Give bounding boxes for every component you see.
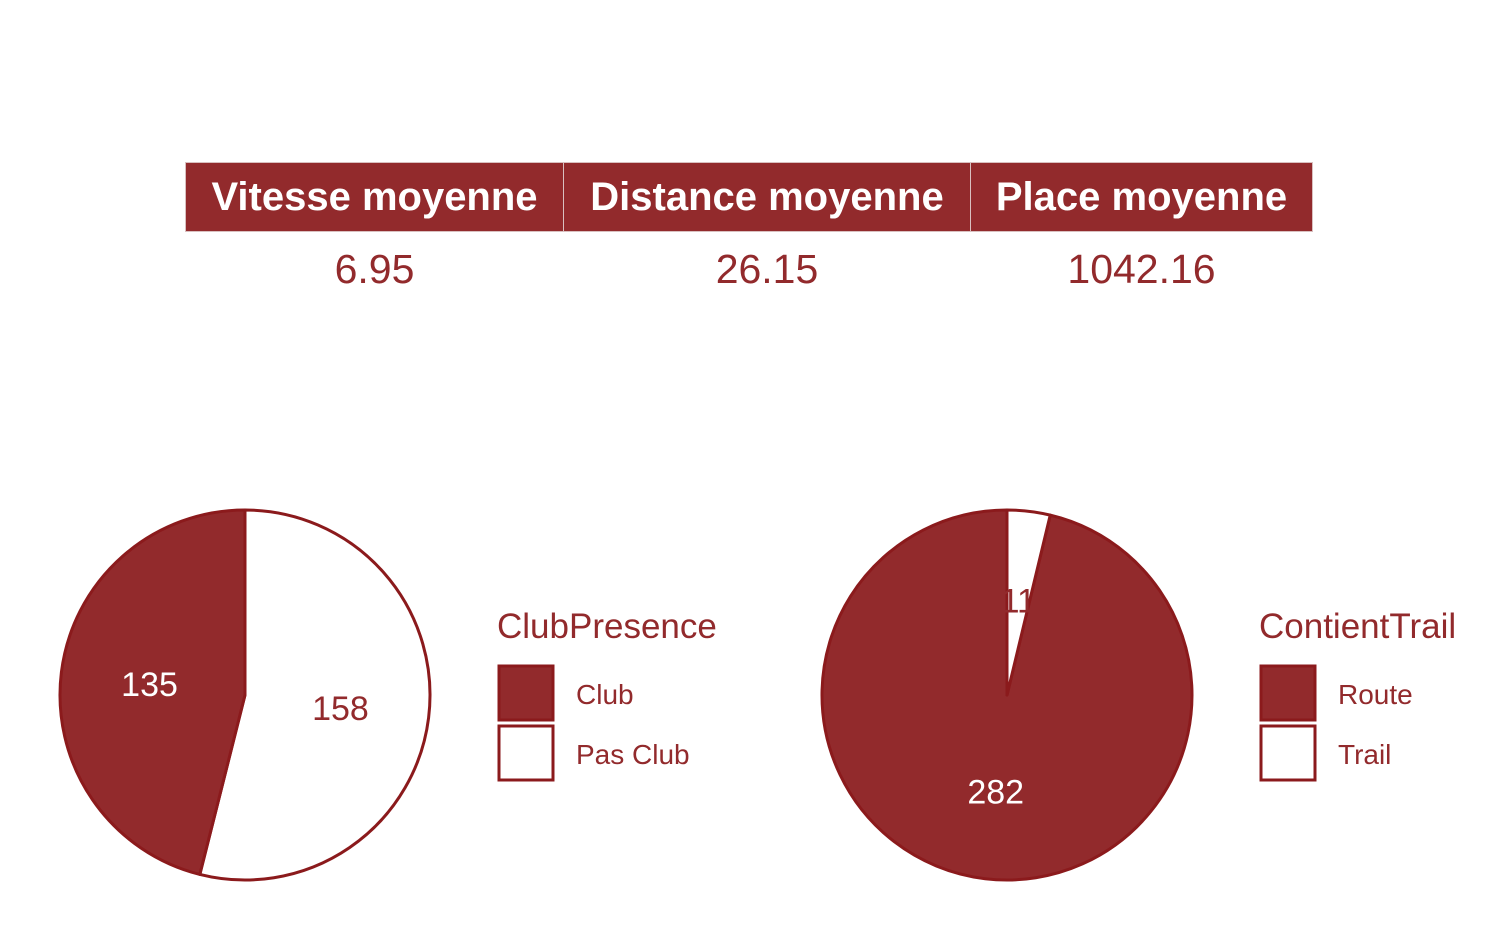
pie-chart-clubpresence: 135 158 ClubPresence Club Pas Club (58, 508, 717, 882)
legend-title: ClubPresence (497, 607, 717, 646)
pie-slice-pas-club (198, 508, 432, 882)
pie-label-trail: 11 (1001, 582, 1036, 620)
value-place-moyenne: 1042.16 (1067, 245, 1216, 292)
summary-table-header-row: Vitesse moyenne Distance moyenne Place m… (185, 162, 1313, 232)
legend-key-club (497, 664, 555, 722)
legend-label-trail: Trail (1338, 739, 1391, 770)
summary-table: Vitesse moyenne Distance moyenne Place m… (185, 162, 1313, 306)
legend-label-pas-club: Pas Club (576, 739, 690, 770)
pie-chart-contienttrail: 282 11 ContientTrail Route Trail (820, 508, 1456, 882)
pie-slice-trail (1005, 508, 1052, 697)
legend-key-route (1259, 664, 1317, 722)
pie-label-route: 282 (967, 774, 1024, 812)
legend-key-pas-club (497, 724, 555, 782)
value-vitesse-moyenne: 6.95 (334, 245, 415, 292)
header-distance-moyenne: Distance moyenne (563, 162, 971, 232)
legend-title: ContientTrail (1259, 607, 1456, 646)
legend-label-route: Route (1338, 679, 1413, 710)
legend-clubpresence: ClubPresence Club Pas Club (497, 607, 717, 782)
pie-slice-club (58, 508, 247, 876)
header-vitesse-moyenne: Vitesse moyenne (185, 162, 564, 232)
header-place-moyenne: Place moyenne (970, 162, 1313, 232)
pie-label-pas-club: 158 (312, 690, 369, 728)
legend-contienttrail: ContientTrail Route Trail (1259, 607, 1456, 782)
summary-table-value-row: 6.95 26.15 1042.16 (186, 232, 1313, 307)
value-distance-moyenne: 26.15 (715, 245, 819, 292)
pie-label-club: 135 (121, 666, 178, 704)
legend-key-trail (1259, 724, 1317, 782)
legend-label-club: Club (576, 679, 634, 710)
